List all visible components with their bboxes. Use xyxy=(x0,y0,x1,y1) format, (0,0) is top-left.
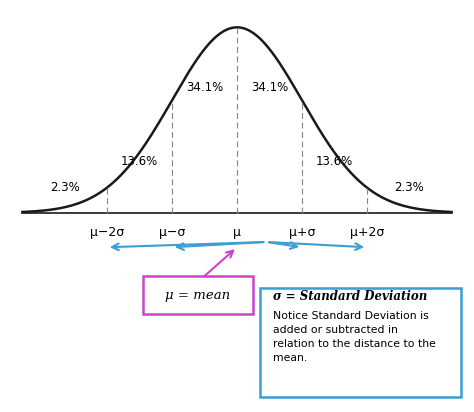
Text: Notice Standard Deviation is
added or subtracted in
relation to the distance to : Notice Standard Deviation is added or su… xyxy=(273,311,436,363)
Text: σ = Standard Deviation: σ = Standard Deviation xyxy=(273,290,427,303)
Text: μ−2σ: μ−2σ xyxy=(90,226,124,239)
Text: 2.3%: 2.3% xyxy=(50,181,80,194)
Text: 2.3%: 2.3% xyxy=(394,181,424,194)
Text: μ+2σ: μ+2σ xyxy=(350,226,384,239)
Text: μ = mean: μ = mean xyxy=(165,288,230,302)
Text: μ: μ xyxy=(233,226,241,239)
Text: 13.6%: 13.6% xyxy=(121,155,158,168)
Text: 34.1%: 34.1% xyxy=(251,81,288,94)
Text: 34.1%: 34.1% xyxy=(186,81,223,94)
FancyBboxPatch shape xyxy=(143,276,253,314)
Text: μ−σ: μ−σ xyxy=(159,226,185,239)
Text: μ+σ: μ+σ xyxy=(289,226,315,239)
Text: 13.6%: 13.6% xyxy=(316,155,353,168)
FancyBboxPatch shape xyxy=(260,288,461,397)
